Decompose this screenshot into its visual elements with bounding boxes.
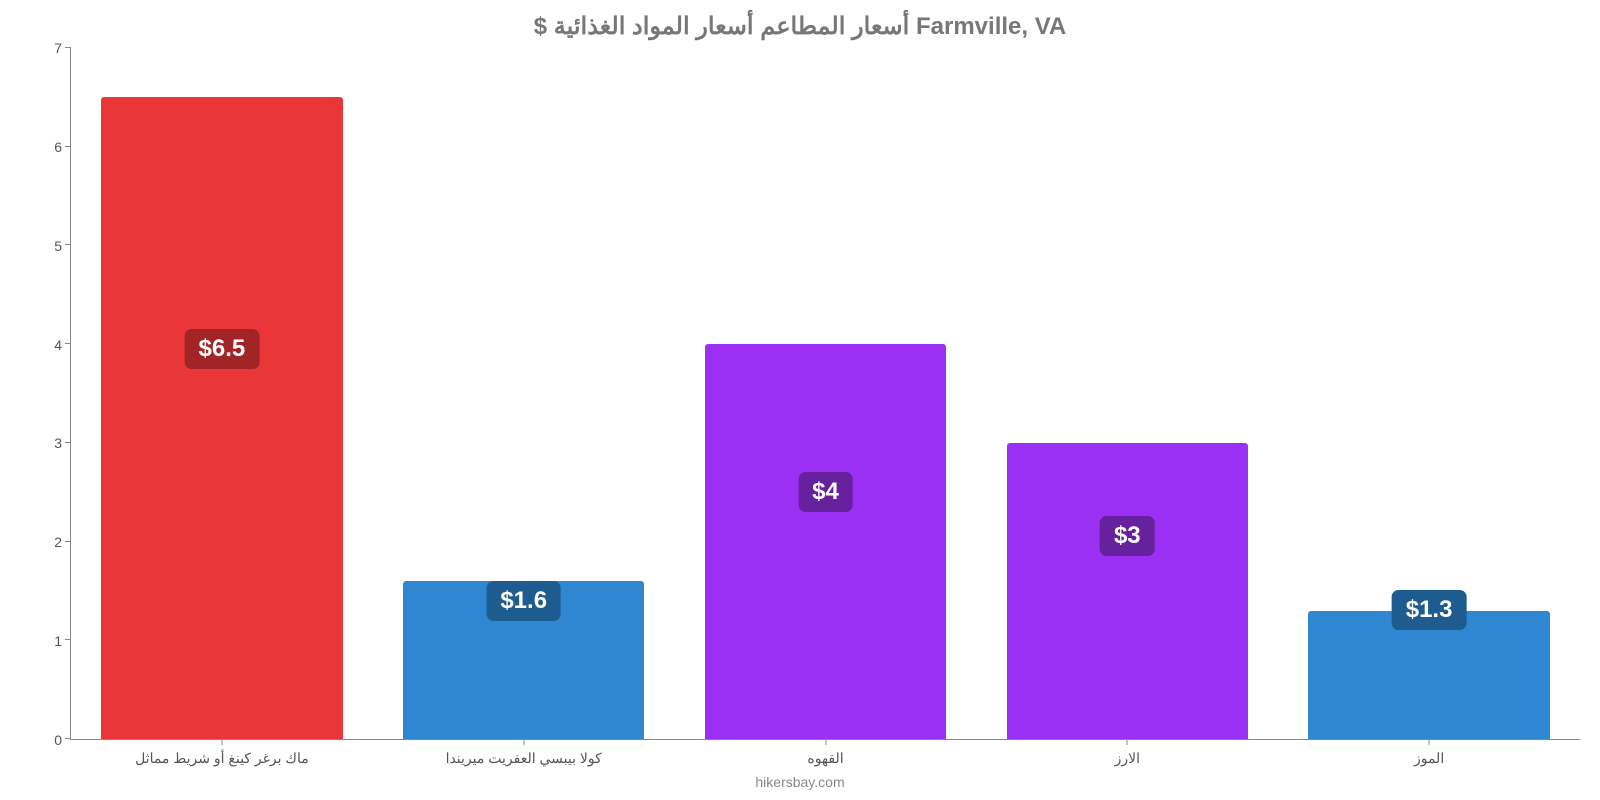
x-axis-label: الارز — [1115, 750, 1140, 767]
y-tick-label: 3 — [54, 435, 62, 451]
plot-area: ماك برغر كينغ أو شريط مماثل$6.5كولا بيبس… — [70, 48, 1580, 740]
x-axis-label: القهوه — [807, 750, 843, 767]
y-tick-label: 2 — [54, 534, 62, 550]
bar — [101, 97, 342, 739]
y-tick-label: 0 — [54, 732, 62, 748]
x-axis-label: كولا بيبسي العفريت ميريندا — [446, 750, 602, 767]
value-label: $3 — [1100, 516, 1155, 556]
chart-area: 01234567 ماك برغر كينغ أو شريط مماثل$6.5… — [48, 48, 1580, 740]
chart-title: Farmville, VA أسعار المطاعم أسعار المواد… — [0, 0, 1600, 41]
credit-text: hikersbay.com — [755, 774, 844, 790]
y-axis: 01234567 — [48, 48, 66, 740]
y-tick-mark — [65, 244, 71, 245]
y-tick-mark — [65, 47, 71, 48]
x-tick-mark — [1127, 739, 1128, 745]
y-tick-label: 1 — [54, 633, 62, 649]
x-tick-mark — [825, 739, 826, 745]
bar — [1007, 443, 1248, 739]
y-tick-mark — [65, 146, 71, 147]
y-tick-mark — [65, 738, 71, 739]
x-tick-mark — [523, 739, 524, 745]
y-tick-label: 4 — [54, 337, 62, 353]
value-label: $1.3 — [1392, 590, 1467, 630]
y-tick-mark — [65, 442, 71, 443]
y-tick-mark — [65, 639, 71, 640]
x-axis-label: الموز — [1414, 750, 1444, 767]
value-label: $4 — [798, 472, 853, 512]
y-tick-mark — [65, 343, 71, 344]
x-axis-label: ماك برغر كينغ أو شريط مماثل — [135, 750, 309, 767]
value-label: $1.6 — [486, 581, 561, 621]
x-tick-mark — [1429, 739, 1430, 745]
y-tick-label: 5 — [54, 238, 62, 254]
bar — [705, 344, 946, 739]
value-label: $6.5 — [185, 329, 260, 369]
y-tick-label: 7 — [54, 40, 62, 56]
y-tick-mark — [65, 541, 71, 542]
y-tick-label: 6 — [54, 139, 62, 155]
x-tick-mark — [221, 739, 222, 745]
